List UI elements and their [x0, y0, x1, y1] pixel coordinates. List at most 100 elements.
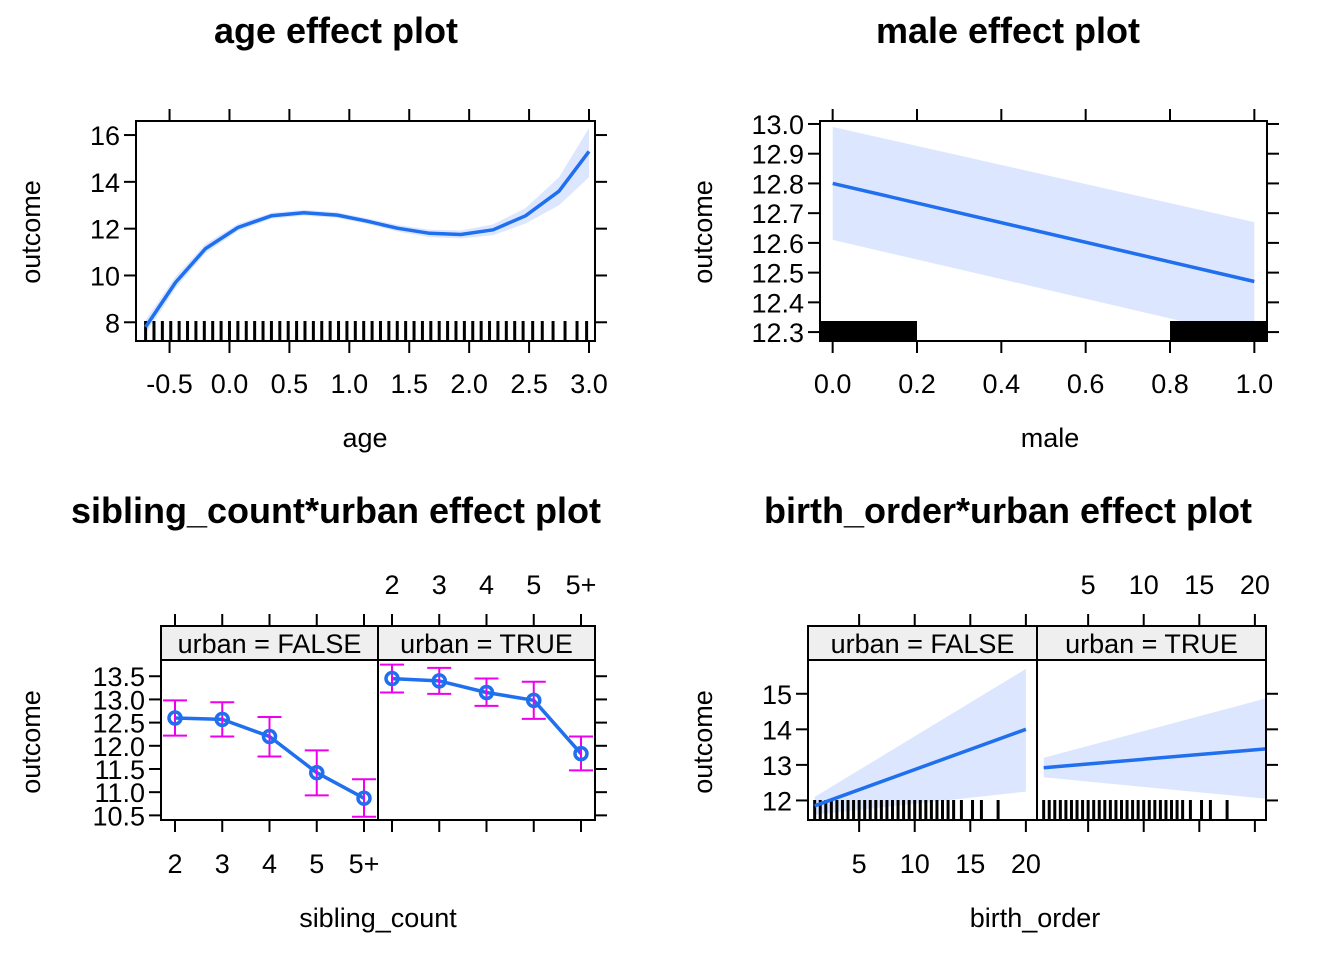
y-tick-label: 12	[762, 786, 792, 816]
y-tick-label: 13	[762, 751, 792, 781]
x-tick-label: 5+	[349, 849, 380, 879]
birth-order-urban-effect-plot: birth_order*urban effect plot birth_orde…	[688, 490, 1278, 933]
plot-frame	[135, 120, 596, 342]
x-tick-label: 10	[1129, 570, 1159, 600]
y-axis-label: outcome	[688, 690, 718, 794]
x-tick-label: 4	[262, 849, 277, 879]
x-tick-label: 5	[1081, 570, 1096, 600]
effect-point	[356, 790, 372, 806]
x-tick-label: 20	[1011, 849, 1041, 879]
y-tick-label: 13.0	[92, 685, 145, 715]
y-tick-label: 12.0	[92, 732, 145, 762]
x-axis-label: birth_order	[970, 903, 1101, 933]
effect-point	[309, 764, 325, 781]
x-tick-label: 0.5	[271, 369, 309, 399]
strip-label: urban = TRUE	[1065, 629, 1238, 659]
effect-point	[261, 728, 278, 745]
x-tick-label: 3	[215, 849, 230, 879]
y-tick-label: 16	[90, 121, 120, 151]
x-tick-label: 20	[1240, 570, 1270, 600]
x-tick-label: 0.6	[1067, 369, 1105, 399]
y-tick-label: 11.0	[94, 778, 145, 808]
chart-title: male effect plot	[876, 10, 1140, 51]
x-axis-label: age	[342, 423, 387, 453]
strip-label: urban = TRUE	[400, 629, 573, 659]
y-tick-label: 12	[90, 215, 120, 245]
effect-line	[1043, 747, 1267, 770]
y-tick-label: 13.5	[92, 662, 145, 692]
x-tick-label: 1.0	[1236, 369, 1274, 399]
x-tick-label: 10	[900, 849, 930, 879]
strip-background	[377, 625, 596, 661]
y-tick-label: 12.6	[751, 229, 804, 259]
x-tick-label: 15	[955, 849, 985, 879]
x-tick-label: 0.4	[983, 369, 1021, 399]
y-tick-label: 12.3	[751, 318, 804, 348]
x-tick-label: 1.0	[331, 369, 369, 399]
x-axis-label: sibling_count	[299, 903, 457, 933]
confidence-band	[814, 668, 1026, 815]
y-tick-label: 12.7	[751, 199, 804, 229]
x-tick-label: 2	[384, 570, 399, 600]
y-tick-label: 13.0	[751, 110, 804, 140]
male-effect-plot: male effect plot male outcome 12.312.412…	[688, 10, 1279, 453]
x-tick-label: 3	[432, 570, 447, 600]
x-tick-label: 0.0	[814, 369, 852, 399]
x-tick-label: 2.5	[510, 369, 548, 399]
rug-block	[1170, 321, 1267, 341]
effect-point	[167, 710, 183, 726]
age-effect-plot: age effect plot age outcome 8 10 12 14 16 -0.…	[16, 10, 608, 453]
y-tick-label: 10.5	[92, 801, 145, 831]
plot-frame	[807, 625, 1267, 821]
x-tick-label: 0.2	[898, 369, 936, 399]
x-tick-label: 5	[309, 849, 324, 879]
x-tick-label: 3.0	[570, 369, 608, 399]
chart-title: age effect plot	[214, 10, 458, 51]
x-tick-label: 2.0	[450, 369, 488, 399]
x-tick-label: 5	[852, 849, 867, 879]
x-tick-label: -0.5	[146, 369, 193, 399]
y-tick-label: 14	[90, 168, 120, 198]
confidence-band	[1043, 698, 1266, 799]
confidence-band	[145, 128, 589, 334]
y-tick-label: 12.5	[92, 709, 145, 739]
y-tick-label: 8	[105, 308, 120, 338]
strip-label: urban = FALSE	[178, 629, 362, 659]
x-tick-label: 5+	[566, 570, 597, 600]
effect-point	[214, 711, 230, 728]
effect-line	[832, 181, 1255, 284]
x-tick-label: 2	[167, 849, 182, 879]
y-tick-label: 11.5	[94, 755, 145, 785]
y-tick-label: 15	[762, 680, 792, 710]
y-tick-label: 12.4	[751, 288, 804, 318]
strip-background	[807, 625, 1038, 661]
x-tick-label: 15	[1184, 570, 1214, 600]
x-tick-label: 5	[526, 570, 541, 600]
effect-point	[431, 673, 447, 689]
y-tick-label: 12.5	[751, 259, 804, 289]
y-tick-label: 12.8	[751, 169, 804, 199]
y-tick-label: 10	[90, 261, 120, 291]
y-axis-label: outcome	[16, 180, 46, 284]
y-tick-label: 12.9	[751, 140, 804, 170]
y-axis-label: outcome	[688, 180, 718, 284]
effect-line	[814, 727, 1027, 808]
effect-point	[384, 670, 400, 687]
effect-point	[573, 745, 589, 762]
effect-point	[478, 684, 495, 701]
effect-point	[526, 692, 542, 709]
rug-block	[820, 321, 917, 341]
x-tick-label: 0.8	[1151, 369, 1189, 399]
y-axis-label: outcome	[16, 690, 46, 794]
x-axis-label: male	[1021, 423, 1080, 453]
x-tick-label: 0.0	[211, 369, 249, 399]
strip-label: urban = FALSE	[831, 629, 1015, 659]
effect-line	[144, 150, 591, 328]
chart-title: birth_order*urban effect plot	[764, 490, 1252, 531]
plot-frame	[819, 120, 1268, 342]
x-tick-label: 1.5	[390, 369, 428, 399]
y-tick-label: 14	[762, 715, 792, 745]
x-tick-label: 4	[479, 570, 494, 600]
sibling-count-urban-effect-plot: sibling_count*urban effect plot sibling_…	[16, 490, 607, 933]
